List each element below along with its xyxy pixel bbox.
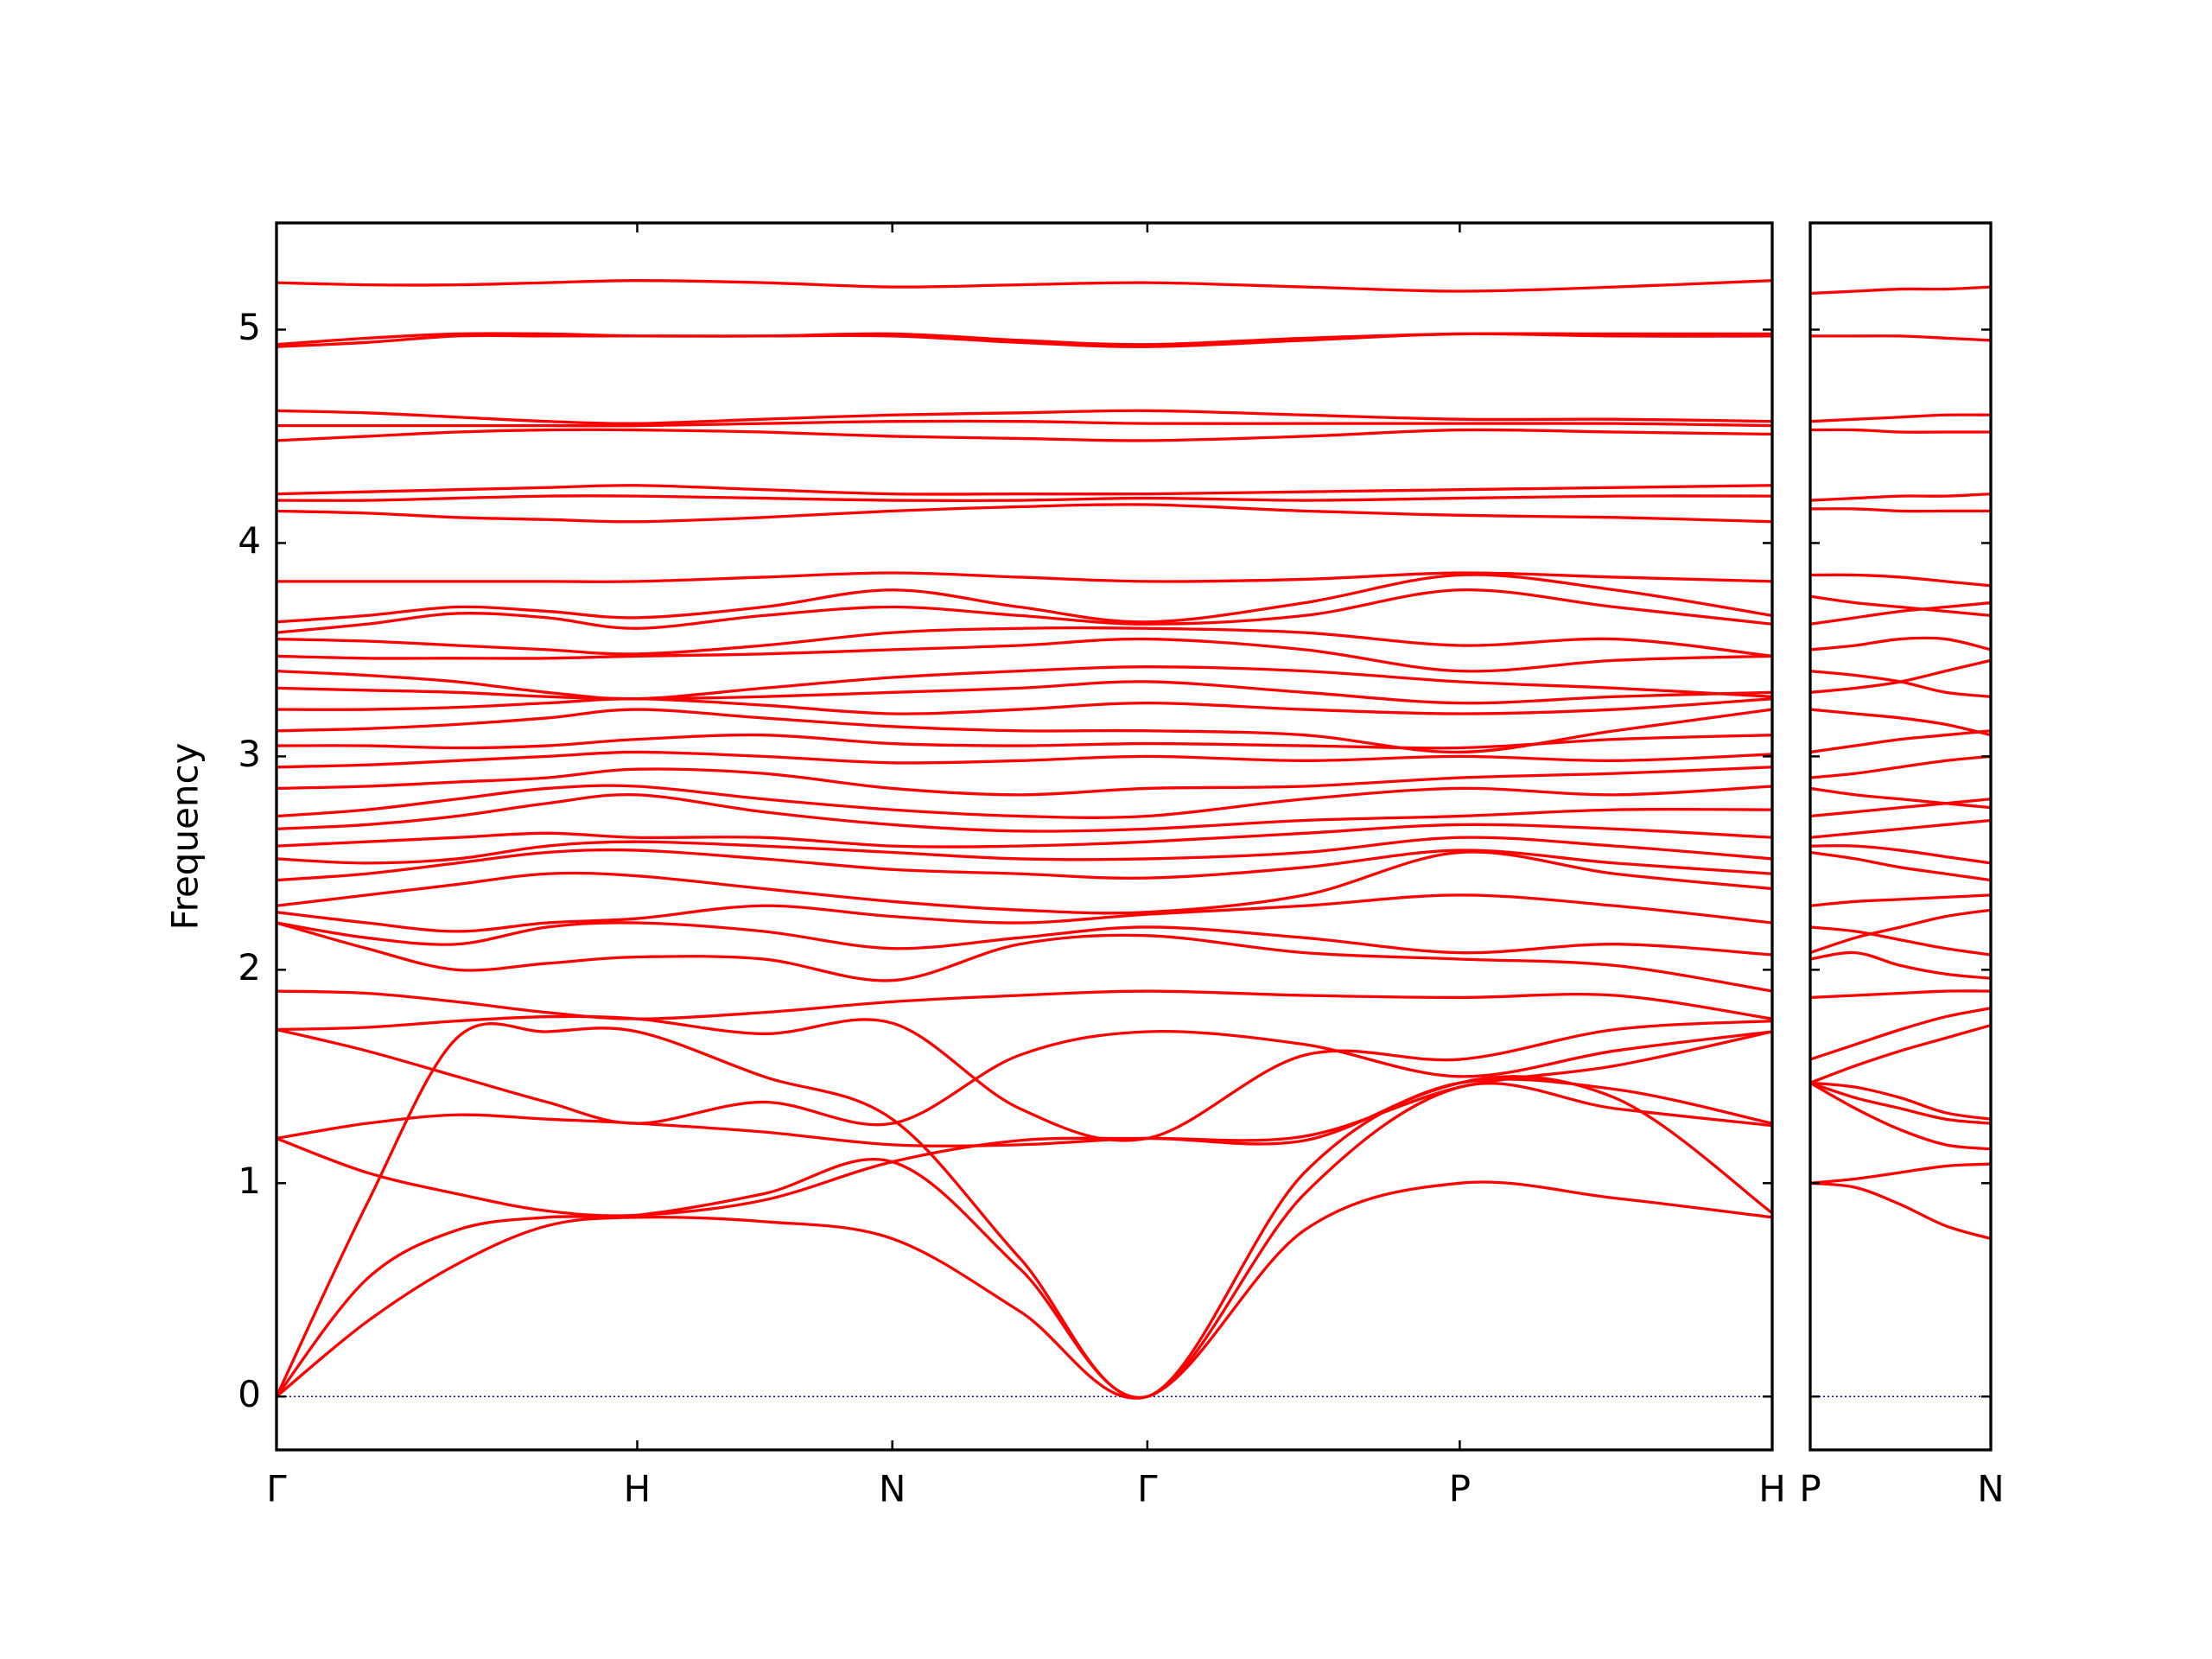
band-line <box>1810 334 1991 342</box>
band-line <box>276 428 1772 442</box>
band-line <box>276 665 1772 701</box>
band-line <box>276 409 1772 425</box>
band-line <box>276 893 1772 933</box>
band-line <box>1810 786 1991 810</box>
y-tick-label: 3 <box>238 733 261 775</box>
band-line <box>1810 413 1991 423</box>
y-axis-label: Frequency <box>164 743 207 931</box>
band-line <box>1810 989 1991 1000</box>
band-line <box>1810 1081 1991 1125</box>
band-line <box>1810 708 1991 737</box>
band-line <box>276 766 1772 797</box>
band-line <box>276 784 1772 819</box>
band-line <box>1810 492 1991 502</box>
band-line <box>1810 507 1991 513</box>
band-line <box>1810 1007 1991 1061</box>
band-line <box>1810 729 1991 754</box>
band-line <box>1810 428 1991 434</box>
band-line <box>276 708 1772 754</box>
band-line <box>1810 1081 1991 1151</box>
band-line <box>1810 669 1991 698</box>
band-line <box>1810 798 1991 818</box>
x-tick-label: H <box>624 1468 652 1510</box>
band-line <box>276 571 1772 583</box>
band-line <box>276 792 1772 833</box>
band-line <box>276 503 1772 524</box>
x-tick-label: H <box>1758 1468 1786 1510</box>
band-line <box>1810 1162 1991 1185</box>
band-line <box>276 1077 1772 1147</box>
band-line <box>276 1014 1772 1142</box>
band-line <box>276 1030 1772 1217</box>
band-line <box>1810 850 1991 882</box>
band-line <box>276 680 1772 705</box>
x-tick-label: Γ <box>266 1468 287 1510</box>
plot-frame <box>1808 221 1993 1452</box>
band-line <box>276 848 1772 882</box>
band-line <box>276 697 1772 715</box>
band-line <box>276 332 1772 346</box>
band-line <box>1810 1023 1991 1084</box>
band-line <box>1810 950 1991 980</box>
band-line <box>276 823 1772 849</box>
band-line <box>276 279 1772 293</box>
band-line <box>1810 594 1991 618</box>
y-tick-label: 1 <box>238 1160 261 1202</box>
band-line <box>276 419 1772 428</box>
band-line <box>276 836 1772 865</box>
band-line <box>1810 908 1991 955</box>
band-line <box>1810 1081 1991 1121</box>
plot-frame <box>275 221 1774 1452</box>
band-line <box>276 588 1772 634</box>
y-tick-label: 5 <box>238 306 261 348</box>
band-line <box>276 921 1772 957</box>
band-line <box>1810 601 1991 626</box>
band-line <box>1810 636 1991 652</box>
y-tick-label: 2 <box>238 946 261 988</box>
band-line <box>276 750 1772 769</box>
band-line <box>276 989 1772 1020</box>
band-line <box>276 573 1772 624</box>
band-line <box>1810 285 1991 296</box>
x-tick-label: N <box>1977 1468 2004 1510</box>
band-line <box>1810 573 1991 588</box>
band-line <box>1810 844 1991 865</box>
band-line <box>1810 893 1991 907</box>
y-tick-label: 4 <box>238 519 261 562</box>
band-line <box>276 1027 1772 1127</box>
band-line <box>276 850 1772 915</box>
x-tick-label: P <box>1449 1468 1471 1510</box>
band-line <box>276 733 1772 750</box>
band-line <box>276 1180 1772 1400</box>
band-line <box>276 626 1772 658</box>
band-line <box>1810 1181 1991 1241</box>
x-tick-label: Γ <box>1137 1468 1158 1510</box>
band-line <box>276 921 1772 993</box>
x-tick-label: N <box>879 1468 906 1510</box>
band-line <box>276 637 1772 673</box>
y-tick-label: 0 <box>238 1373 261 1415</box>
band-line <box>276 484 1772 496</box>
band-line <box>1810 754 1991 779</box>
band-line <box>1810 925 1991 957</box>
x-tick-label: P <box>1799 1468 1821 1510</box>
band-line <box>1810 818 1991 839</box>
band-line <box>276 494 1772 503</box>
